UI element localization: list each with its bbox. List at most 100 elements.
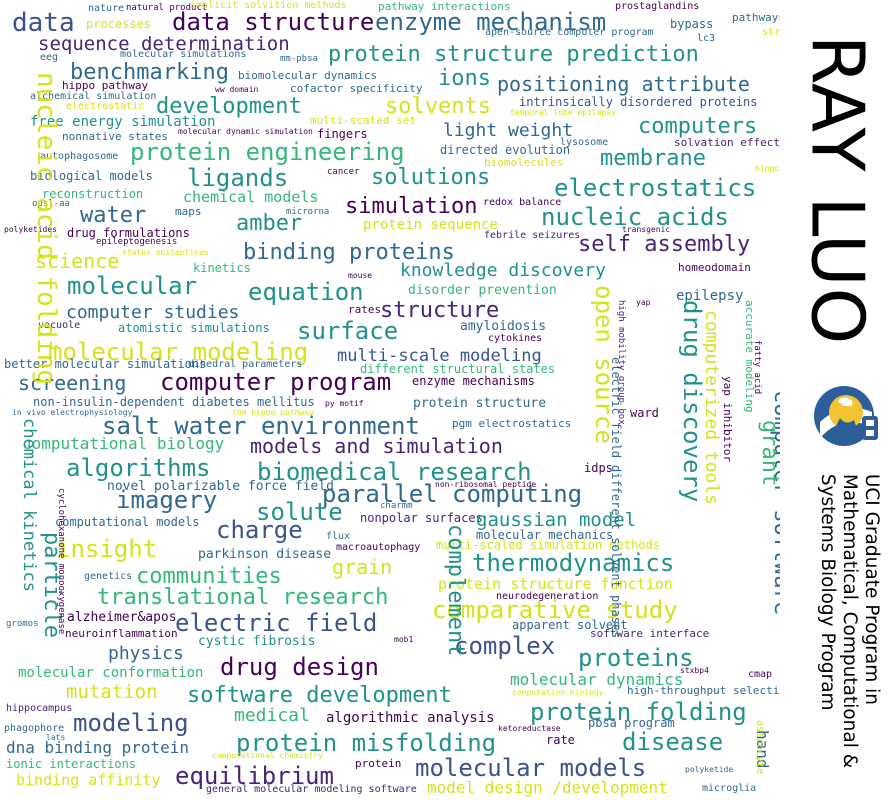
cloud-word: complex [454, 632, 556, 660]
cloud-word: gromos [6, 619, 39, 629]
cloud-word: software interface [590, 627, 710, 640]
cloud-word: biological models [30, 169, 153, 183]
cloud-word-vertical: high mobility group box [616, 300, 626, 425]
cloud-word: drug design [220, 653, 379, 681]
cloud-word: maps [175, 205, 202, 218]
cloud-word: algorithmic analysis [326, 710, 495, 726]
cloud-word: molecular models [415, 754, 647, 782]
cloud-word: non-ribosomal peptide [435, 480, 537, 489]
cloud-word: opsl-aa [32, 199, 70, 209]
cloud-word: directed evolution [440, 143, 571, 157]
cloud-word: equilibrium [175, 762, 334, 790]
cloud-word: transgenic [622, 225, 671, 234]
cloud-word: free energy simulation [30, 114, 216, 130]
cloud-word: ward [630, 406, 659, 420]
cloud-word: epileptogenesis [96, 237, 178, 247]
cloud-word: apparent solvent [512, 618, 628, 632]
cloud-word: benchmarking [70, 60, 229, 85]
cloud-word: lysosome [560, 137, 609, 148]
cloud-word: computational models [55, 515, 200, 529]
cloud-word: pgm electrostatics [452, 417, 572, 430]
cloud-word: high-throughput selection [627, 684, 780, 697]
cloud-word: protein [355, 757, 402, 770]
cloud-word: status epilepticus [122, 248, 209, 257]
cloud-word: py motif [325, 399, 364, 408]
cloud-word: charmm [380, 501, 413, 511]
cloud-word: mob1 [394, 635, 414, 644]
cloud-word: processes [86, 17, 152, 31]
cloud-word: ligands [187, 164, 289, 192]
cloud-word: hippo [755, 164, 780, 173]
cloud-word: mouse [348, 271, 373, 280]
cloud-word: grain [332, 555, 393, 579]
author-name: RAY LUO [795, 6, 879, 374]
cloud-word: positioning attribute [497, 72, 750, 96]
cloud-word: better molecular simulations [4, 357, 207, 371]
program-name: UCI Graduate Program in Mathematical, Co… [812, 462, 886, 780]
cloud-word: imagery [116, 486, 218, 514]
cloud-word: data [12, 8, 75, 38]
cloud-word: multi-scaled simulation methods [436, 538, 660, 552]
cloud-word: microglia [702, 783, 757, 794]
cloud-word: data structure [172, 8, 375, 36]
program-line-1: UCI Graduate Program in [861, 473, 883, 706]
cloud-word: fingers [317, 127, 368, 141]
cloud-word-vertical: computerized tools [701, 310, 722, 506]
cloud-word: microrna [286, 207, 330, 217]
cloud-word: solvents [385, 94, 491, 119]
cloud-word: redox balance [483, 197, 562, 208]
cloud-word: vacuole [38, 320, 81, 331]
cloud-word: comparative study [432, 596, 678, 624]
cloud-word: mutation [66, 681, 158, 703]
cloud-word: neurodegeneration [496, 591, 599, 602]
cloud-word: drug formulations [67, 226, 190, 240]
cloud-word: surface [297, 317, 399, 345]
cloud-word: cancer [327, 167, 360, 177]
cloud-word: alchemical simulation [30, 91, 157, 102]
cloud-word: disease [622, 728, 724, 756]
cloud-word: computers [638, 114, 758, 139]
cloud-word: lc3 [697, 33, 716, 44]
cloud-word-vertical: cyclohexanone monooxygenase [56, 488, 66, 635]
cloud-word: nature [88, 3, 125, 14]
cloud-word: rate [546, 733, 575, 747]
cloud-word: molecular [67, 272, 198, 300]
cloud-word: in vivo electrophysiology [12, 408, 133, 417]
cloud-word: development [156, 94, 302, 119]
cloud-word: phagophore [4, 723, 65, 734]
cloud-word: algorithms [66, 454, 211, 482]
cloud-word: protein structure prediction [328, 42, 699, 67]
cloud-word: models and simulation [250, 434, 503, 458]
cloud-word: polyketide [685, 765, 734, 774]
cloud-word: model design /development [427, 778, 668, 797]
cloud-word: medical [234, 705, 310, 726]
cloud-word-vertical: complement [443, 524, 468, 657]
cloud-word: sequence determination [38, 33, 290, 55]
cloud-word: hippo pathway [62, 79, 149, 92]
cloud-word: neuroinflammation [65, 627, 178, 640]
cloud-word: cytokines [488, 333, 543, 344]
cloud-word: ions [438, 66, 491, 91]
cloud-word: chemical models [183, 188, 319, 206]
cloud-word: eeg [40, 52, 59, 63]
cloud-word: dihedral parameters [188, 359, 303, 370]
cloud-word: disorder prevention [408, 283, 557, 298]
cloud-word: thermodynamics [472, 549, 675, 577]
cloud-word: ionic interactions [6, 757, 137, 771]
cloud-word: binding affinity [16, 771, 161, 789]
cloud-word: electrostatic [66, 101, 145, 112]
cloud-word: molecular dynamics [510, 670, 684, 689]
cloud-word: enzyme mechanism [375, 8, 607, 36]
cloud-word: molecular conformation [18, 665, 204, 681]
cloud-word: epilepsy [676, 288, 744, 304]
cloud-word: the hippo pathway [232, 408, 314, 417]
cloud-word: knowledge discovery [400, 260, 606, 281]
cloud-word: binding proteins [243, 240, 455, 265]
cloud-word: pathway interactions [378, 0, 511, 13]
cloud-word: science [35, 249, 120, 273]
cloud-word: physics [108, 643, 184, 664]
cloud-word: cmap [748, 669, 773, 680]
cloud-word-vertical: nucleic acid folding [31, 72, 61, 386]
cloud-word: bypass [670, 17, 714, 31]
cloud-word: enzyme mechanisms [412, 374, 535, 388]
